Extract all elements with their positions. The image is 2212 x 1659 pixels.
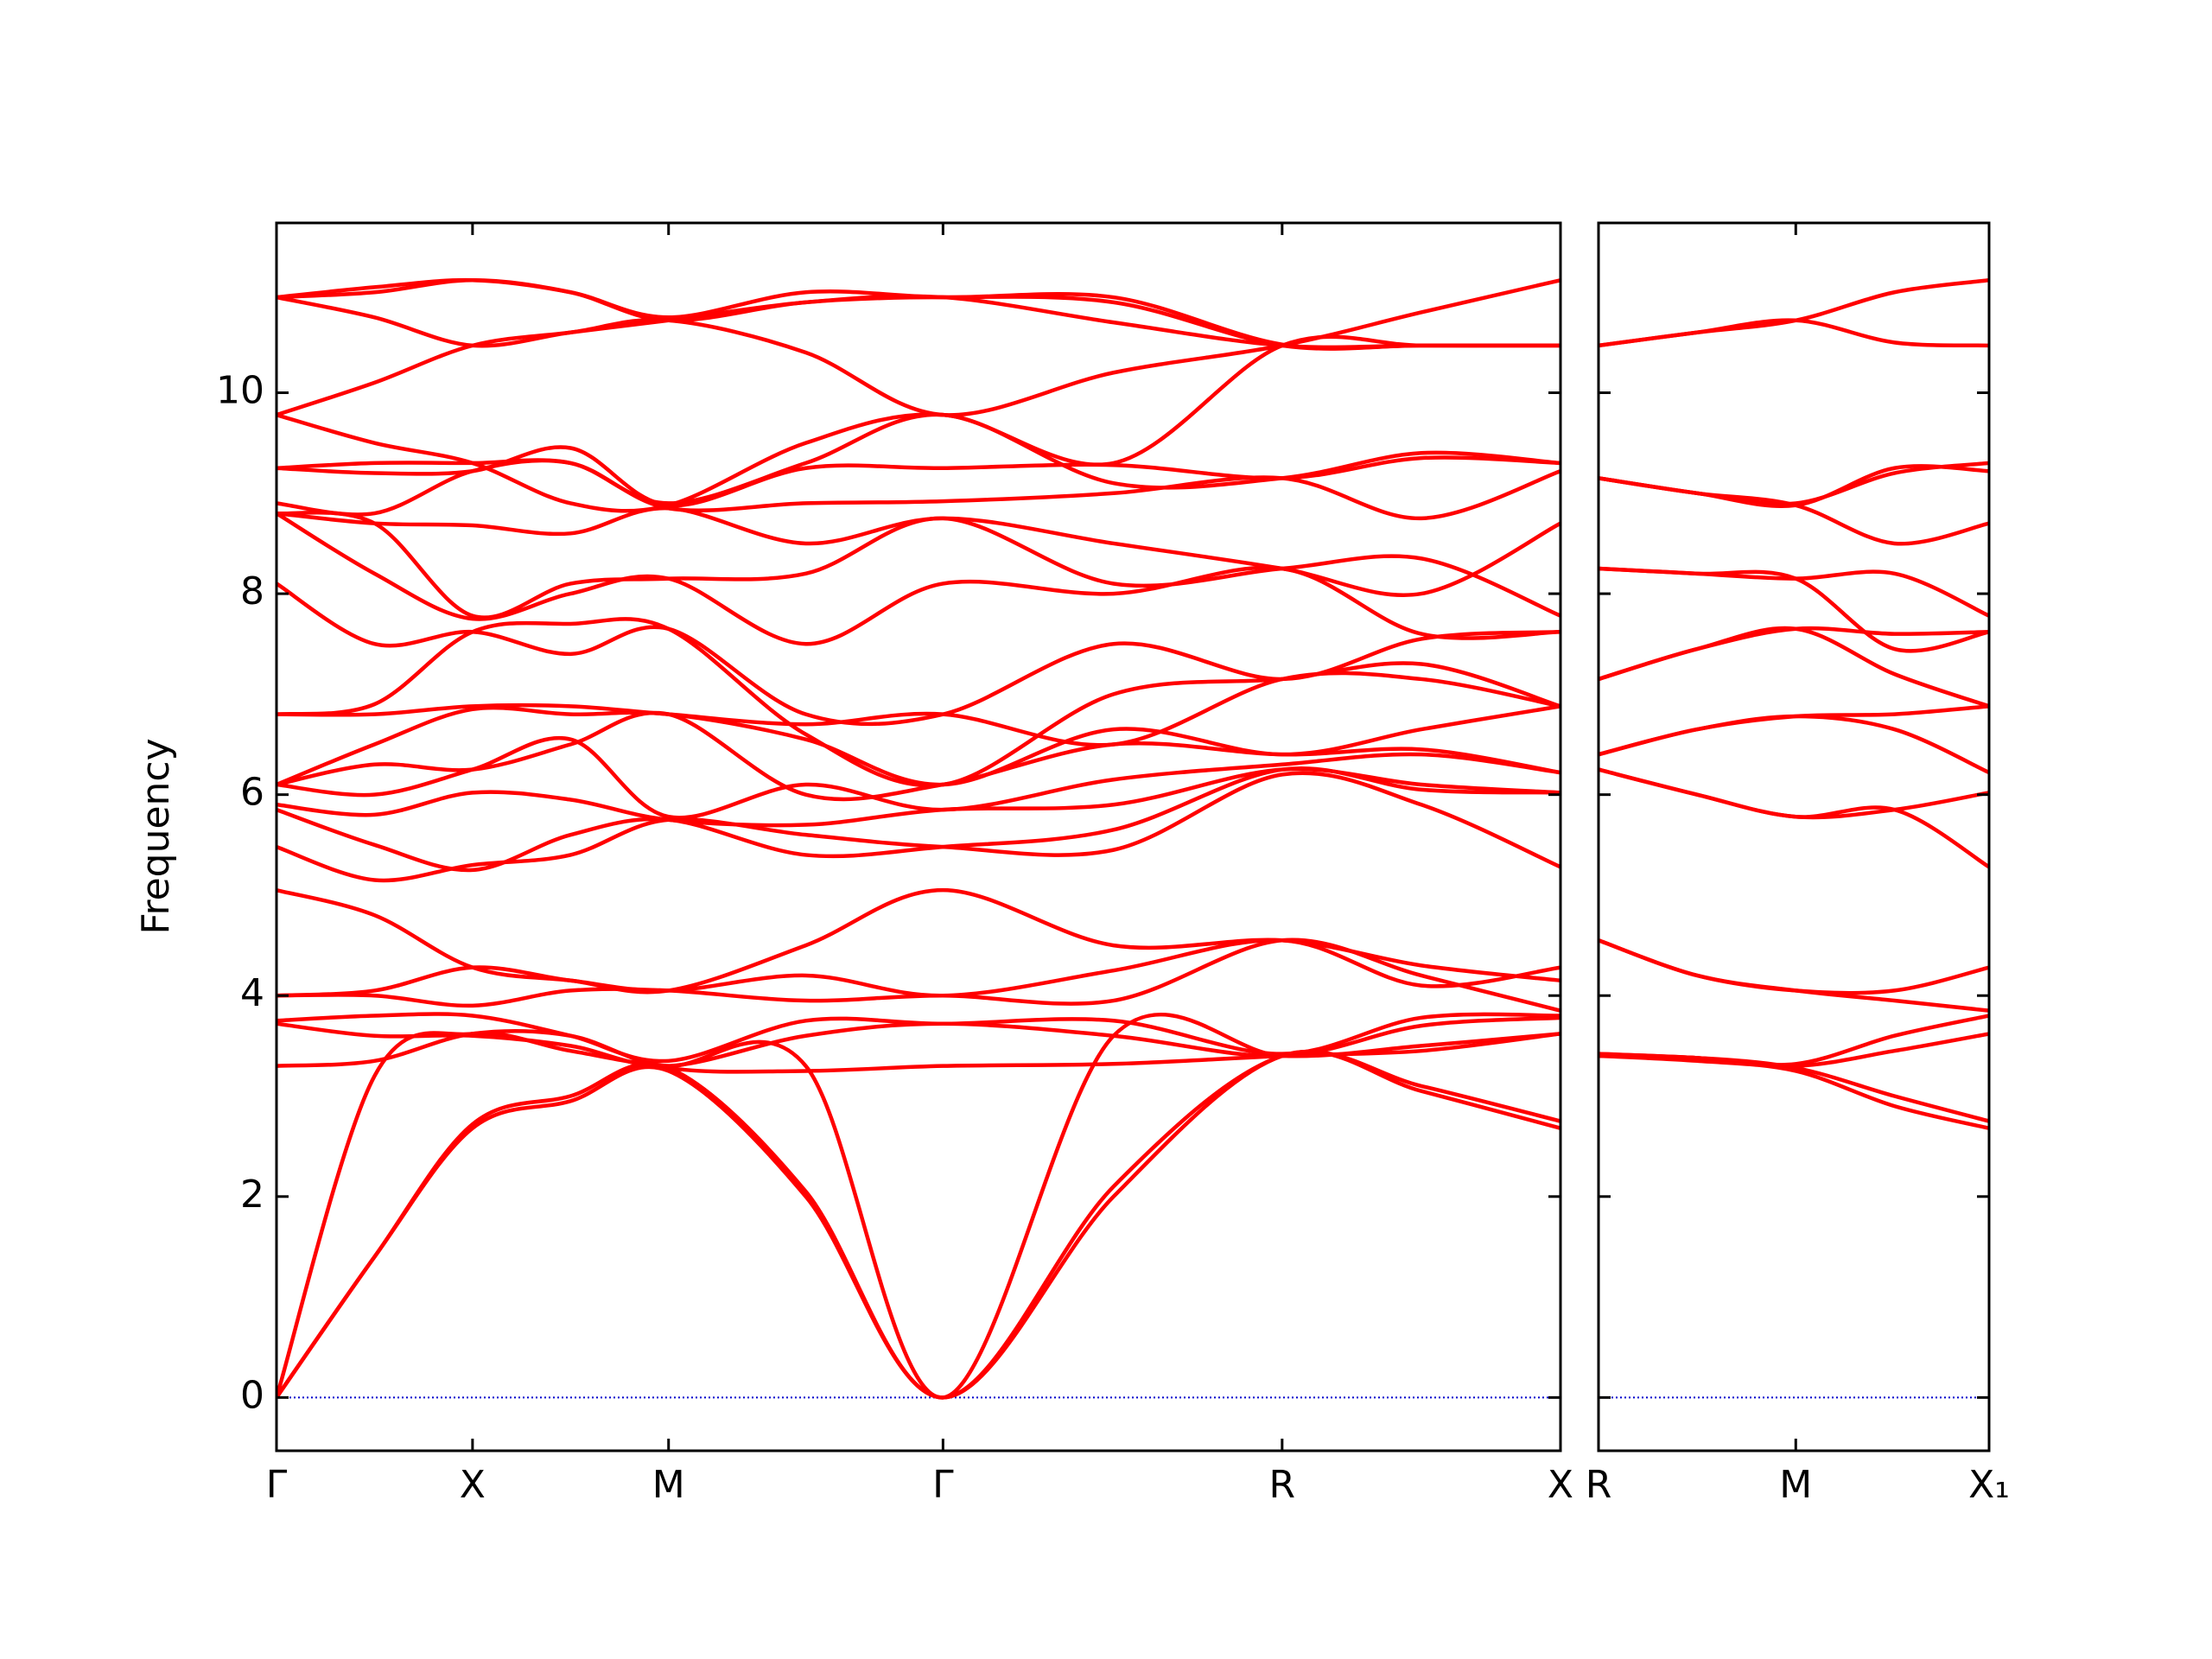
band-line xyxy=(276,510,1560,620)
x-tick-label: R xyxy=(1586,1463,1612,1507)
band-line xyxy=(1599,626,1989,709)
x-tick-label: X xyxy=(460,1463,486,1507)
band-line xyxy=(1599,938,1989,1013)
band-line xyxy=(1599,566,1989,653)
y-tick-label: 0 xyxy=(240,1373,264,1417)
y-tick-label: 6 xyxy=(240,771,264,815)
y-axis-label: Frequency xyxy=(134,738,178,934)
band-line xyxy=(1599,278,1989,348)
y-tick-label: 4 xyxy=(240,971,264,1015)
band-line xyxy=(276,278,1560,417)
band-line xyxy=(1599,938,1989,995)
x-tick-label: M xyxy=(652,1463,685,1507)
band-line xyxy=(1599,714,1989,775)
y-tick-label: 2 xyxy=(240,1173,264,1217)
plot-area xyxy=(276,277,1560,1400)
axes-frame xyxy=(275,221,1562,1452)
x-tick-label: X₁ xyxy=(1968,1463,2010,1507)
band-line xyxy=(276,617,1560,788)
plot-area xyxy=(1599,278,1989,1399)
axes-frame xyxy=(1597,221,1991,1452)
y-tick-label: 10 xyxy=(216,369,264,413)
band-line xyxy=(276,512,1560,646)
band-line xyxy=(276,1049,1560,1400)
band-line xyxy=(276,766,1560,828)
band-line xyxy=(276,710,1560,802)
band-line xyxy=(1599,704,1989,757)
band-line xyxy=(276,1012,1560,1064)
band-line xyxy=(276,334,1560,513)
band-line xyxy=(1599,461,1989,506)
band-line xyxy=(1599,566,1989,618)
band-line xyxy=(1599,626,1989,682)
band-line xyxy=(1599,1053,1989,1130)
band-line xyxy=(1599,1014,1989,1067)
band-line xyxy=(276,704,1560,787)
x-tick-label: Γ xyxy=(932,1463,954,1507)
band-line xyxy=(276,1015,1560,1068)
band-line xyxy=(276,505,1560,597)
band-line xyxy=(276,445,1560,508)
band-line xyxy=(1599,1032,1989,1069)
x-tick-label: R xyxy=(1269,1463,1296,1507)
band-line xyxy=(276,1049,1560,1400)
band-line xyxy=(276,1013,1560,1400)
band-line xyxy=(1599,767,1989,820)
band-line xyxy=(276,771,1560,883)
band-line xyxy=(276,277,1560,351)
band-line xyxy=(1599,318,1989,348)
x-tick-label: M xyxy=(1779,1463,1812,1507)
band-line xyxy=(276,938,1560,1013)
band-line xyxy=(276,887,1560,995)
band-line xyxy=(276,412,1560,505)
x-tick-label: X xyxy=(1548,1463,1573,1507)
y-tick-label: 8 xyxy=(240,569,264,613)
x-tick-label: Γ xyxy=(266,1463,288,1507)
band-line xyxy=(276,582,1560,727)
